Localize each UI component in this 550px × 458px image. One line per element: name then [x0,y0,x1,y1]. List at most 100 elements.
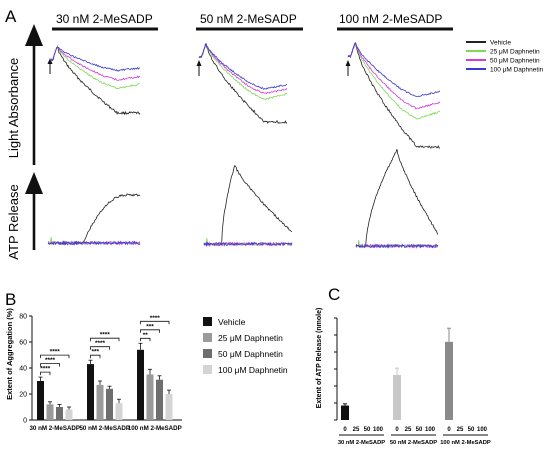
c-x-tick-label: 30 nM 2-MeSADP [338,440,385,446]
b-x-tick-label: 30 nM 2-MeSADP [29,425,80,432]
panel-b-ylabel: Extent of Aggregation (%) [5,308,14,400]
aggregation-trace-3-25 [347,42,441,120]
c-bar [341,405,349,420]
condition-title-50: 50 nM 2-MeSADP [200,12,297,26]
b-bar [56,407,63,420]
b-bar [146,374,154,420]
b-bar [96,384,104,420]
atp-release-arrow [25,172,43,250]
bar-legend: Vehicle 25 μM Daphnetin 50 μM Daphnetin … [203,317,288,375]
b-significance-label: **** [150,315,161,322]
b-significance-bracket [90,354,101,359]
b-y-tick-label: 60 [19,340,27,347]
b-x-tick-label: 100 nM 2-MeSADP [128,425,182,432]
bar-legend-swatch-50 [203,349,212,358]
b-significance-label: *** [91,349,99,356]
condition-title-30: 30 nM 2-MeSADP [56,12,153,26]
b-bar [46,404,54,420]
atp-trace-2-100 [203,241,293,248]
b-y-tick-label: 0 [23,418,27,425]
panel-c-ylabel: Extent of ATP Release (nmole) [316,308,323,409]
b-bar [106,388,113,420]
bar-legend-label-vehicle: Vehicle [218,317,246,327]
atp-release-label: ATP Release [6,184,21,259]
c-dose-label: 50 [364,427,371,433]
bar-legend-label-25: 25 μM Daphnetin [218,333,283,343]
trace-legend: Vehicle 25 μM Daphnetin 50 μM Daphnetin … [466,40,544,74]
b-significance-label: **** [50,349,61,356]
b-bar [65,409,73,420]
b-significance-label: *** [146,323,154,330]
aggregation-trace-1-100 [49,46,141,72]
b-significance-label: **** [45,357,56,364]
c-dose-label: 0 [395,427,399,433]
c-bar [445,341,453,420]
b-bar [156,379,163,420]
c-x-tick-label: 50 nM 2-MeSADP [390,440,437,446]
c-dose-label: 100 [425,427,436,433]
bar-legend-swatch-25 [203,333,212,342]
atp-trace-3-100 [355,243,439,249]
c-bar [393,374,401,420]
condition-title-100: 100 nM 2-MeSADP [339,12,442,26]
aggregation-trace-3-vehicle [347,43,441,149]
c-dose-label: 25 [353,427,360,433]
aggregation-trace-3-100 [347,41,441,97]
aggregation-trace-1-vehicle [49,45,141,116]
b-significance-bracket [90,346,110,350]
c-dose-label: 100 [477,427,488,433]
c-dose-label: 50 [468,427,475,433]
c-x-tick-label: 100 nM 2-MeSADP [440,440,491,446]
c-dose-label: 25 [457,427,464,433]
bar-legend-swatch-vehicle [203,317,212,326]
b-bar [165,394,173,420]
c-dose-label: 0 [447,427,451,433]
bar-legend-label-50: 50 μM Daphnetin [218,349,283,359]
aggregation-trace-1-25 [49,45,141,90]
b-significance-bracket [40,363,60,367]
b-bar [137,349,144,420]
light-absorbance-label: Light Absorbance [6,58,21,158]
b-bar [87,364,94,420]
b-significance-label: ** [143,332,149,339]
agonist-arrow-100 [345,60,351,76]
c-dose-label: 50 [416,427,423,433]
b-bar [115,403,123,420]
aggregation-trace-2-100 [198,42,288,90]
panel-c-label: C [328,285,340,304]
aggregation-trace-3-50 [347,42,441,110]
atp-trace-1-vehicle [47,193,141,246]
atp-traces [47,149,439,249]
c-dose-label: 100 [373,427,384,433]
agonist-arrow-50 [196,60,202,76]
trace-legend-label-25: 25 μM Daphnetin [490,49,540,56]
b-significance-label: **** [40,366,51,373]
aggregation-trace-2-50 [198,43,288,95]
aggregation-traces [49,41,441,149]
aggregation-bar-chart: 0 20 40 60 80 30 nM 2-MeSADP 50 nM 2-MeSADP100… [19,314,182,432]
b-significance-bracket [140,329,160,333]
b-significance-label: **** [100,332,111,339]
atp-trace-2-vehicle [203,164,292,247]
c-dose-label: 25 [405,427,412,433]
b-y-tick-label: 40 [19,366,27,373]
b-y-tick-label: 20 [19,392,27,399]
panel-b-label: B [5,290,16,309]
trace-legend-label-vehicle: Vehicle [490,40,511,47]
aggregation-trace-2-vehicle [198,42,288,124]
b-significance-bracket [40,354,70,359]
b-x-tick-label: 50 nM 2-MeSADP [79,425,130,432]
atp-trace-1-100 [47,240,141,246]
aggregation-trace-1-50 [49,46,141,81]
b-significance-bracket [40,371,51,376]
b-significance-bracket [140,337,151,342]
b-y-tick-label: 80 [19,314,27,321]
light-absorbance-arrow [25,24,43,165]
b-significance-label: **** [95,340,106,347]
trace-legend-label-50: 50 μM Daphnetin [490,58,540,65]
bar-legend-swatch-100 [203,365,212,374]
panel-a-label: A [5,7,17,26]
c-dose-label: 0 [343,427,347,433]
